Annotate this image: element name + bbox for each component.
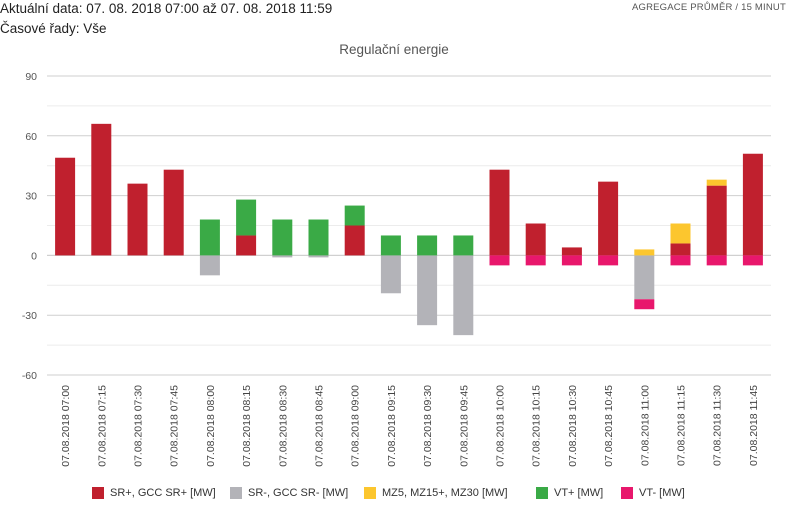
bar-segment bbox=[91, 123, 112, 256]
x-tick-label: 07.08.2018 09:30 bbox=[422, 385, 434, 467]
bar-segment bbox=[308, 219, 329, 256]
grid-lines bbox=[47, 75, 771, 376]
bar-segment bbox=[272, 255, 293, 258]
bar-segment bbox=[670, 243, 691, 256]
bar-segment bbox=[417, 235, 438, 256]
x-tick-label: 07.08.2018 11:45 bbox=[748, 385, 760, 466]
bar-segment bbox=[598, 255, 619, 266]
legend-label: SR-, GCC SR- [MW] bbox=[248, 487, 349, 499]
bar-segment bbox=[344, 205, 365, 226]
x-tick-label: 07.08.2018 09:00 bbox=[350, 385, 362, 467]
bar-segment bbox=[561, 255, 582, 266]
x-tick-label: 07.08.2018 10:30 bbox=[567, 385, 579, 467]
x-tick-label: 07.08.2018 08:30 bbox=[277, 385, 289, 467]
aggregation-label[interactable]: AGREGACE PRŮMĚR / 15 MINUT bbox=[631, 2, 786, 13]
x-tick-label: 07.08.2018 10:15 bbox=[531, 385, 543, 467]
legend-label: VT+ [MW] bbox=[554, 487, 604, 499]
bar-segment bbox=[199, 255, 220, 276]
bar-segment bbox=[742, 153, 763, 256]
bar-segment bbox=[634, 299, 655, 310]
x-tick-label: 07.08.2018 08:45 bbox=[314, 385, 326, 467]
bar-segment bbox=[236, 199, 257, 236]
bar-segment bbox=[634, 249, 655, 256]
legend-swatch bbox=[364, 487, 376, 499]
bar-segment bbox=[127, 183, 148, 256]
x-tick-label: 07.08.2018 07:15 bbox=[96, 385, 108, 467]
x-tick-label: 07.08.2018 07:45 bbox=[169, 385, 181, 467]
bars bbox=[55, 123, 763, 336]
y-tick-label: 60 bbox=[25, 131, 37, 143]
y-tick-label: 90 bbox=[25, 71, 37, 83]
legend-swatch bbox=[621, 487, 633, 499]
x-tick-label: 07.08.2018 07:00 bbox=[60, 385, 72, 467]
y-axis-ticks: 90 60 30 0 -30 -60 bbox=[22, 71, 37, 382]
x-tick-label: 07.08.2018 11:00 bbox=[639, 385, 651, 466]
bar-segment bbox=[525, 223, 546, 256]
x-tick-label: 07.08.2018 10:45 bbox=[603, 385, 615, 467]
bar-segment bbox=[670, 255, 691, 266]
y-tick-label: 0 bbox=[31, 250, 37, 262]
legend-swatch bbox=[230, 487, 242, 499]
x-tick-label: 07.08.2018 10:00 bbox=[495, 385, 507, 467]
chart-legend: SR+, GCC SR+ [MW] SR-, GCC SR- [MW] MZ5, M… bbox=[0, 487, 788, 505]
bar-segment bbox=[742, 255, 763, 266]
x-tick-label: 07.08.2018 07:30 bbox=[133, 385, 145, 467]
x-tick-label: 07.08.2018 11:30 bbox=[712, 385, 724, 466]
x-tick-label: 07.08.2018 11:15 bbox=[676, 385, 688, 466]
bar-segment bbox=[417, 255, 438, 326]
legend-label: SR+, GCC SR+ [MW] bbox=[110, 487, 216, 499]
x-tick-label: 07.08.2018 09:15 bbox=[386, 385, 398, 467]
header-date-range: Aktuální data: 07. 08. 2018 07:00 až 07.… bbox=[0, 1, 333, 16]
bar-segment bbox=[55, 157, 76, 256]
bar-segment bbox=[706, 179, 727, 186]
bar-segment bbox=[634, 255, 655, 300]
legend-item[interactable]: MZ5, MZ15+, MZ30 [MW] bbox=[364, 487, 508, 499]
x-tick-label: 07.08.2018 08:00 bbox=[205, 385, 217, 467]
bar-segment bbox=[199, 219, 220, 256]
y-tick-label: -60 bbox=[22, 370, 37, 382]
bar-segment bbox=[380, 235, 401, 256]
bar-segment bbox=[453, 255, 474, 336]
x-axis-ticks: 07.08.2018 07:00 07.08.2018 07:15 07.08.20… bbox=[60, 385, 760, 467]
bar-segment bbox=[380, 255, 401, 294]
legend-item[interactable]: SR-, GCC SR- [MW] bbox=[230, 487, 348, 499]
bar-segment bbox=[453, 235, 474, 256]
legend-label: VT- [MW] bbox=[639, 487, 685, 499]
legend-item[interactable]: SR+, GCC SR+ [MW] bbox=[92, 487, 216, 499]
legend-item[interactable]: VT- [MW] bbox=[621, 487, 685, 499]
bar-segment bbox=[706, 255, 727, 266]
bar-segment bbox=[598, 181, 619, 256]
bar-segment bbox=[561, 247, 582, 256]
bar-segment bbox=[236, 235, 257, 256]
bar-segment bbox=[344, 225, 365, 256]
y-tick-label: 30 bbox=[25, 191, 37, 203]
legend-swatch bbox=[536, 487, 548, 499]
legend-swatch bbox=[92, 487, 104, 499]
bar-segment bbox=[163, 169, 184, 256]
bar-segment bbox=[706, 185, 727, 256]
bar-segment bbox=[272, 219, 293, 256]
chart-title: Regulační energie bbox=[339, 42, 449, 57]
x-tick-label: 07.08.2018 09:45 bbox=[458, 385, 470, 467]
bar-segment bbox=[489, 169, 510, 256]
x-tick-label: 07.08.2018 08:15 bbox=[241, 385, 253, 467]
bar-segment bbox=[525, 255, 546, 266]
legend-label: MZ5, MZ15+, MZ30 [MW] bbox=[382, 487, 508, 499]
bar-segment bbox=[308, 255, 329, 258]
header-series-filter: Časové řady: Vše bbox=[0, 21, 107, 36]
bar-segment bbox=[670, 223, 691, 244]
legend-item[interactable]: VT+ [MW] bbox=[536, 487, 603, 499]
y-tick-label: -30 bbox=[22, 310, 37, 322]
bar-segment bbox=[489, 255, 510, 266]
